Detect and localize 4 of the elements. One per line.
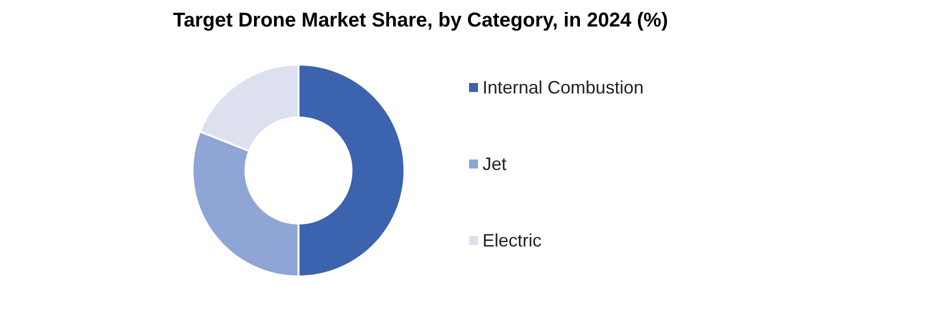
legend-label: Jet — [482, 154, 507, 174]
chart-title: Target Drone Market Share, by Category, in 2024 (%) — [173, 10, 668, 32]
legend-label: Electric — [482, 230, 542, 250]
legend-label: Internal Combustion — [482, 78, 644, 98]
